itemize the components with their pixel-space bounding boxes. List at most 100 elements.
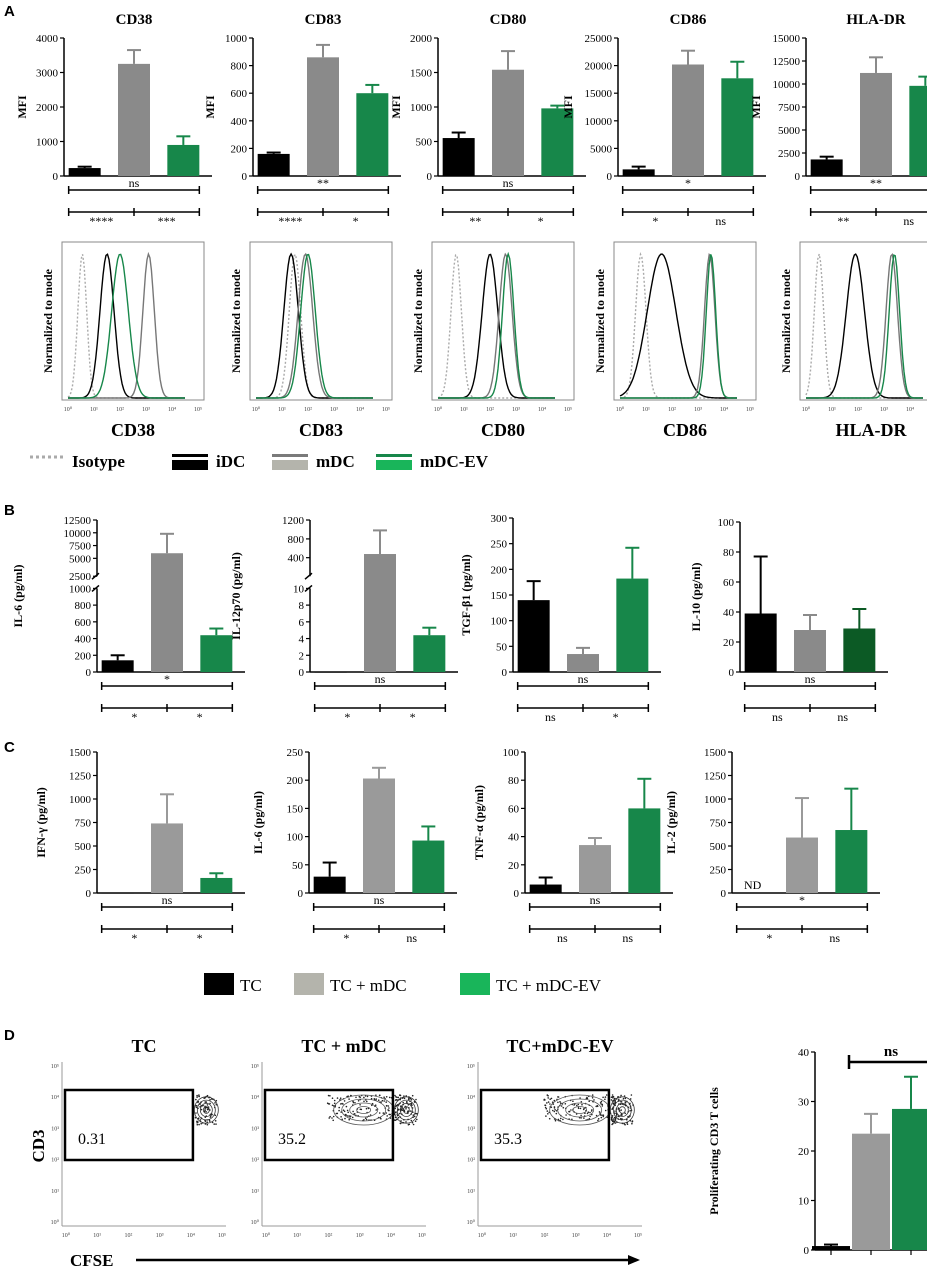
flow-ytick: 10² bbox=[51, 1158, 59, 1164]
flow-gate-value: 35.2 bbox=[278, 1131, 306, 1148]
flow-event bbox=[410, 1110, 412, 1112]
legend-panel-a: Isotype iDC mDC mDC-EV bbox=[30, 452, 489, 471]
y-tick-label: 500 bbox=[75, 841, 92, 853]
significance-bottom-label: ns bbox=[406, 931, 417, 945]
y-tick-label: 400 bbox=[75, 634, 92, 646]
flow-event bbox=[576, 1104, 578, 1107]
y-tick-label: 40 bbox=[723, 607, 735, 619]
mdc-ev-curve bbox=[256, 253, 373, 399]
flow-contour bbox=[356, 1106, 372, 1114]
flow-event bbox=[347, 1111, 350, 1114]
panel-letter-c: C bbox=[4, 739, 15, 756]
histogram-xtick: 10⁴ bbox=[538, 407, 546, 413]
flow-event bbox=[618, 1098, 620, 1101]
flow-event bbox=[557, 1096, 560, 1098]
flow-plots: TC10⁰10⁰10¹10¹10²10²10³10³10⁴10⁴10⁵10⁵0.… bbox=[51, 1036, 642, 1239]
y-tick-label: 0 bbox=[607, 171, 613, 183]
histogram-xtick: 10¹ bbox=[828, 407, 836, 413]
flow-event bbox=[214, 1102, 216, 1104]
flow-event bbox=[399, 1122, 402, 1125]
flow-event bbox=[383, 1100, 386, 1102]
mdc-curve bbox=[256, 252, 373, 399]
flow-ytick: 10¹ bbox=[467, 1189, 475, 1195]
flow-event bbox=[596, 1105, 599, 1108]
flow-event bbox=[394, 1099, 397, 1101]
y-tick-label: 7500 bbox=[69, 541, 92, 553]
y-tick-label: 5000 bbox=[778, 125, 801, 137]
flow-event bbox=[354, 1102, 356, 1104]
significance-bottom-label: **** bbox=[89, 214, 113, 228]
histogram-xtick: 10³ bbox=[512, 407, 520, 413]
y-tick-label: 60 bbox=[723, 577, 735, 589]
flow-contour bbox=[572, 1106, 588, 1114]
y-axis-label: IL-2 (pg/ml) bbox=[664, 791, 678, 854]
histogram-xtick: 10⁵ bbox=[194, 407, 202, 413]
flow-event bbox=[369, 1114, 372, 1116]
y-tick-label: 1000 bbox=[704, 794, 727, 806]
mdc-ev-curve bbox=[620, 254, 737, 399]
y-tick-label: 150 bbox=[491, 590, 508, 602]
histogram-marker-label: HLA-DR bbox=[836, 420, 908, 440]
flow-event bbox=[630, 1094, 633, 1096]
y-tick-label: 100 bbox=[503, 747, 520, 759]
bar-chart-8: 0 50 100 150 200 250 300 TGF-β1 (pg/ml) ns ns * bbox=[459, 513, 661, 724]
flow-event bbox=[615, 1115, 618, 1117]
flow-xtick: 10⁵ bbox=[634, 1233, 642, 1239]
histogram-3: Normalized to mode 10⁰ 10¹ 10² 10³ 10⁴ 10⁵ CD80 bbox=[411, 241, 575, 440]
significance-bottom-label: * bbox=[131, 931, 137, 945]
chart-title: CD38 bbox=[116, 12, 153, 28]
flow-event bbox=[597, 1118, 600, 1120]
flow-event bbox=[579, 1097, 581, 1099]
flow-event bbox=[588, 1100, 590, 1103]
flow-event bbox=[622, 1097, 625, 1100]
flow-event bbox=[580, 1114, 582, 1117]
bar-mdc-ev bbox=[413, 635, 446, 672]
mdc-ev-curve bbox=[68, 253, 185, 399]
flow-event bbox=[631, 1122, 633, 1125]
flow-event bbox=[210, 1115, 212, 1117]
flow-event bbox=[587, 1111, 590, 1113]
y-tick-label: 12500 bbox=[64, 515, 92, 527]
bar-mdc bbox=[794, 630, 826, 672]
histogram-xtick: 10² bbox=[668, 407, 676, 413]
flow-event bbox=[351, 1116, 354, 1119]
y-tick-label: 5000 bbox=[69, 553, 92, 565]
flow-event bbox=[365, 1118, 368, 1121]
histogram-frame bbox=[61, 241, 205, 401]
bar-tc-mdc-ev bbox=[835, 830, 868, 893]
flow-event bbox=[402, 1101, 405, 1104]
flow-title: TC+mDC-EV bbox=[506, 1036, 613, 1056]
y-tick-label: 0 bbox=[53, 171, 59, 183]
idc-curve bbox=[68, 253, 185, 399]
y-tick-label: 100 bbox=[491, 616, 508, 628]
flow-event bbox=[410, 1119, 413, 1122]
flow-event bbox=[617, 1107, 620, 1109]
flow-event bbox=[629, 1098, 632, 1100]
flow-event bbox=[355, 1096, 357, 1099]
flow-gate bbox=[479, 1088, 611, 1162]
flow-event bbox=[570, 1109, 572, 1111]
flow-event bbox=[206, 1104, 209, 1106]
flow-event bbox=[554, 1119, 557, 1122]
chart-title: HLA-DR bbox=[846, 12, 905, 28]
bar-idc bbox=[68, 168, 101, 176]
y-tick-label: 100 bbox=[718, 517, 735, 529]
significance-bottom-label: * bbox=[197, 931, 203, 945]
flow-event bbox=[363, 1119, 365, 1121]
flow-event bbox=[597, 1119, 599, 1122]
flow-event bbox=[331, 1104, 334, 1107]
flow-event bbox=[414, 1120, 417, 1122]
y-tick-label: 1500 bbox=[704, 747, 727, 759]
flow-gate-value: 35.3 bbox=[494, 1131, 522, 1148]
y-tick-label: 500 bbox=[710, 841, 727, 853]
flow-event bbox=[562, 1106, 565, 1109]
legend-idc-label: iDC bbox=[216, 452, 245, 471]
flow-event bbox=[195, 1104, 198, 1107]
flow-event bbox=[568, 1110, 570, 1113]
flow-event bbox=[353, 1113, 356, 1115]
y-tick-label: 10000 bbox=[773, 79, 801, 91]
flow-event bbox=[387, 1109, 389, 1111]
